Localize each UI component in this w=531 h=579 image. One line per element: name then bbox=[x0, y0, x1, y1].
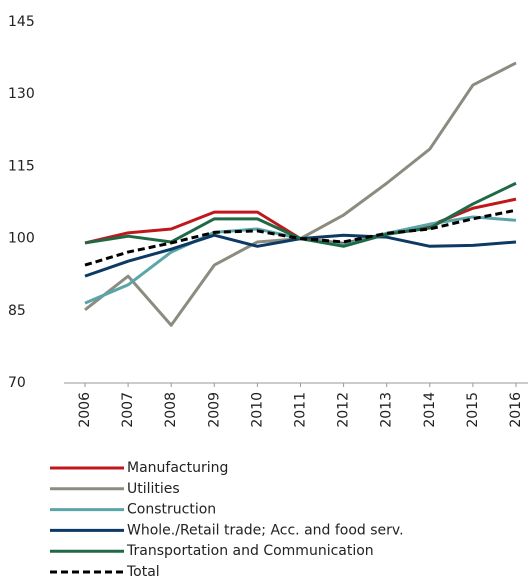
x-tick-label: 2014 bbox=[422, 392, 438, 428]
y-tick-label: 130 bbox=[8, 86, 35, 102]
y-tick-label: 145 bbox=[8, 14, 35, 30]
x-tick-label: 2013 bbox=[379, 392, 395, 428]
x-tick-label: 2012 bbox=[336, 392, 352, 428]
legend-label: Whole./Retail trade; Acc. and food serv. bbox=[127, 522, 404, 538]
y-tick-label: 85 bbox=[8, 303, 26, 319]
x-tick-label: 2015 bbox=[465, 392, 481, 428]
series-line bbox=[84, 61, 517, 327]
x-tick-label: 2011 bbox=[293, 392, 309, 428]
y-tick-label: 115 bbox=[8, 158, 35, 174]
y-tick-label: 100 bbox=[8, 231, 35, 247]
x-tick-label: 2008 bbox=[163, 392, 179, 428]
x-tick-label: 2007 bbox=[120, 392, 136, 428]
x-tick-label: 2006 bbox=[77, 392, 93, 428]
legend-label: Utilities bbox=[127, 481, 180, 497]
legend-label: Manufacturing bbox=[127, 460, 228, 476]
x-tick-label: 2010 bbox=[249, 392, 265, 428]
legend-label: Construction bbox=[127, 502, 216, 518]
series-line bbox=[84, 208, 517, 267]
legend-label: Transportation and Communication bbox=[126, 543, 374, 559]
y-tick-label: 70 bbox=[8, 375, 26, 391]
x-tick-label: 2016 bbox=[508, 392, 524, 428]
legend-label: Total bbox=[126, 564, 160, 579]
x-tick-label: 2009 bbox=[206, 392, 222, 428]
